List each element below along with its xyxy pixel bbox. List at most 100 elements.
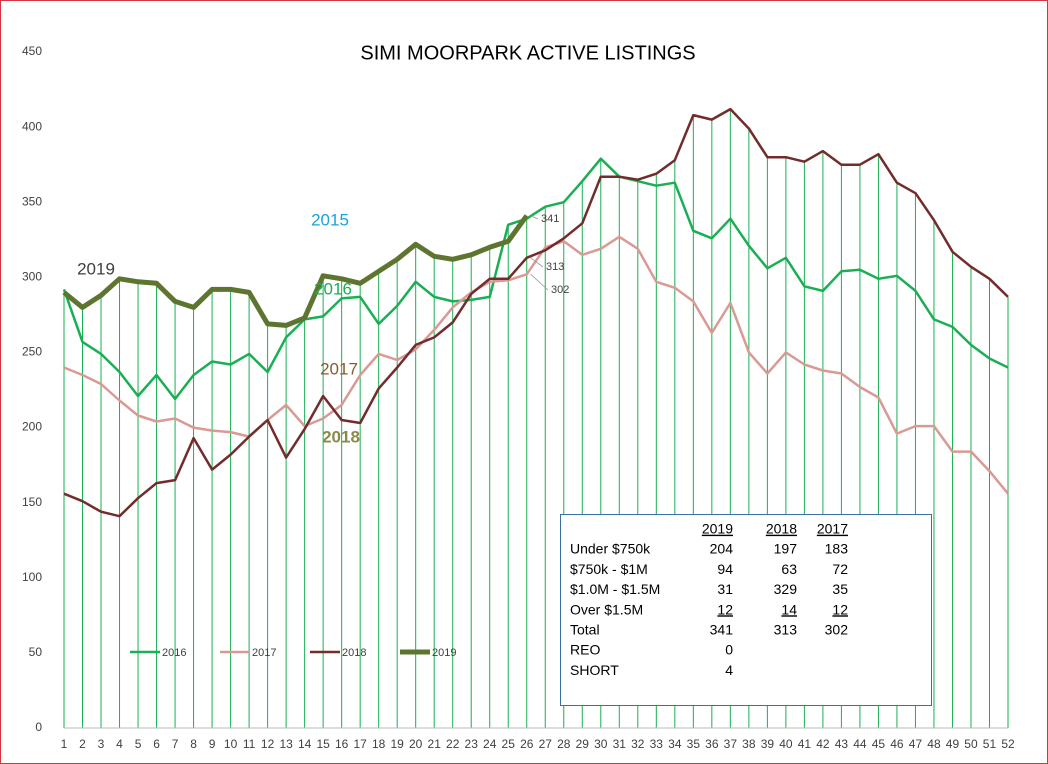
y-tick-label: 150 [22,495,42,509]
legend-label: 2018 [342,647,366,659]
y-tick-label: 400 [22,119,42,133]
x-tick-label: 33 [650,737,664,751]
y-tick-label: 450 [22,44,42,58]
x-tick-label: 20 [409,737,423,751]
leader-line [530,215,539,220]
legend-label: 2017 [252,647,276,659]
x-tick-label: 3 [98,737,105,751]
data-label: 302 [551,284,569,296]
table-row-label: Total [570,622,600,638]
table-cell: 329 [774,581,798,597]
x-tick-label: 1 [61,737,68,751]
table-cell: 197 [774,541,798,557]
x-tick-label: 44 [853,737,867,751]
x-tick-label: 47 [909,737,923,751]
x-tick-label: 52 [1001,737,1015,751]
x-tick-label: 40 [779,737,793,751]
x-tick-label: 31 [613,737,627,751]
x-tick-label: 2 [79,737,86,751]
table-box [560,514,932,706]
data-label: 341 [541,213,559,225]
table-cell: 313 [774,622,798,638]
x-tick-label: 6 [153,737,160,751]
table-cell: 94 [717,561,733,577]
table-cell: 12 [832,601,848,617]
x-tick-label: 17 [353,737,367,751]
x-tick-label: 27 [539,737,553,751]
x-tick-label: 36 [705,737,719,751]
series-label: 2016 [314,279,352,298]
table-row-label: $1.0M - $1.5M [570,581,660,597]
x-tick-label: 21 [428,737,442,751]
x-tick-label: 50 [964,737,978,751]
table-cell: 204 [710,541,734,557]
chart-title: SIMI MOORPARK ACTIVE LISTINGS [360,42,695,64]
leader-line [530,257,544,268]
table-cell: 302 [825,622,849,638]
legend-label: 2016 [162,647,186,659]
series-line [63,107,1009,518]
y-tick-label: 50 [29,645,43,659]
table-cell: 72 [832,561,848,577]
x-tick-label: 23 [465,737,479,751]
data-label: 313 [546,261,564,273]
x-tick-label: 14 [298,737,312,751]
x-tick-label: 46 [890,737,904,751]
x-tick-label: 5 [135,737,142,751]
y-tick-label: 200 [22,420,42,434]
table-cell: 35 [832,581,848,597]
y-tick-label: 350 [22,194,42,208]
x-tick-label: 22 [446,737,460,751]
x-tick-label: 51 [983,737,997,751]
x-tick-label: 10 [224,737,238,751]
x-tick-label: 8 [190,737,197,751]
x-tick-label: 30 [594,737,608,751]
table-row-label: Under $750k [570,541,651,557]
table-header: 2018 [766,521,797,537]
legend-label: 2019 [432,647,456,659]
x-tick-label: 9 [209,737,216,751]
x-tick-label: 26 [520,737,534,751]
x-tick-label: 37 [724,737,738,751]
table-cell: 0 [725,642,733,658]
x-tick-label: 35 [687,737,701,751]
series-label: 2017 [320,359,358,378]
x-tick-label: 48 [927,737,941,751]
table-header: 2019 [702,521,733,537]
x-tick-label: 13 [279,737,293,751]
series-line [62,214,529,328]
y-tick-label: 0 [35,720,42,734]
table-cell: 183 [825,541,849,557]
x-tick-label: 39 [761,737,775,751]
table-cell: 63 [781,561,797,577]
x-tick-label: 18 [372,737,386,751]
x-tick-label: 24 [483,737,497,751]
x-tick-label: 15 [316,737,330,751]
x-tick-label: 28 [557,737,571,751]
series-label: 2018 [322,427,360,446]
table-row-label: REO [570,642,600,658]
x-tick-label: 16 [335,737,349,751]
x-tick-label: 25 [502,737,516,751]
x-tick-label: 11 [243,737,256,751]
x-tick-label: 41 [798,737,812,751]
x-tick-label: 32 [631,737,645,751]
series-line [62,157,1009,401]
x-tick-label: 45 [872,737,886,751]
leader-line [530,274,549,291]
table-row-label: SHORT [570,662,619,678]
series-line [63,235,1009,495]
table-cell: 341 [710,622,734,638]
y-tick-label: 100 [22,570,42,584]
x-tick-label: 49 [946,737,960,751]
table-cell: 4 [725,662,733,678]
table-cell: 12 [717,601,733,617]
x-tick-label: 4 [116,737,123,751]
x-tick-label: 34 [668,737,682,751]
annotation: 2015 [311,210,349,229]
table-cell: 31 [717,581,733,597]
y-tick-label: 250 [22,345,42,359]
table-row-label: $750k - $1M [570,561,648,577]
x-tick-label: 38 [742,737,756,751]
